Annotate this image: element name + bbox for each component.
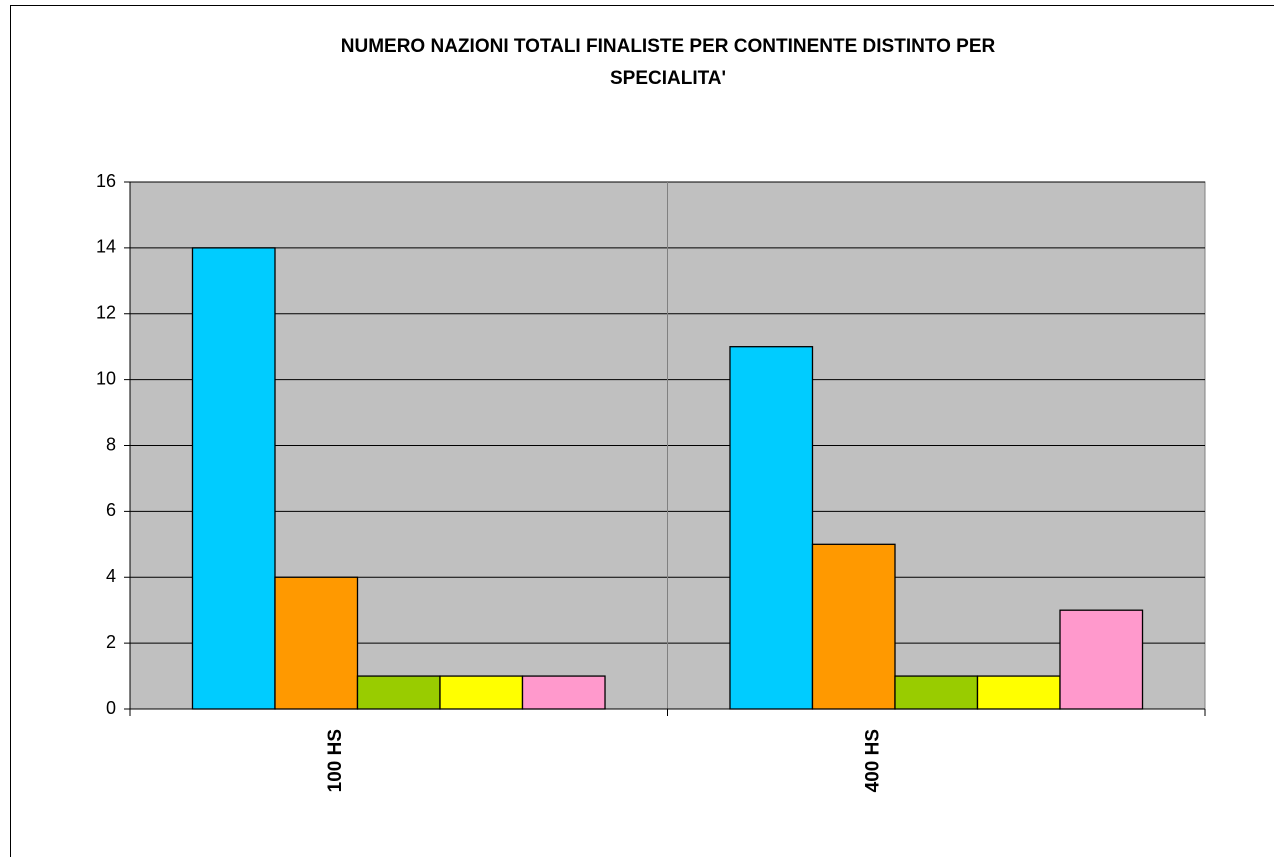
x-tick-label: 100 HS <box>325 729 346 792</box>
bar <box>274 576 359 710</box>
y-tick-label: 14 <box>96 237 116 257</box>
y-tick-label: 0 <box>106 698 116 718</box>
bar <box>894 675 979 710</box>
bar <box>356 675 441 710</box>
chart-title: NUMERO NAZIONI TOTALI FINALISTE PER CONT… <box>341 36 996 57</box>
x-tick-label: 400 HS <box>862 729 883 792</box>
bar <box>439 675 524 710</box>
bar <box>521 675 606 710</box>
y-tick-label: 4 <box>106 566 116 586</box>
y-tick-label: 2 <box>106 632 116 652</box>
y-tick-label: 10 <box>96 368 116 388</box>
y-tick-label: 6 <box>106 500 116 520</box>
bar <box>1059 609 1144 710</box>
bar <box>976 675 1061 710</box>
bar <box>191 247 276 710</box>
bar <box>729 346 814 710</box>
y-tick-label: 8 <box>106 434 116 454</box>
bar <box>811 543 896 710</box>
y-tick-label: 16 <box>96 171 116 191</box>
chart-title: SPECIALITA' <box>610 68 726 89</box>
y-tick-label: 12 <box>96 303 116 323</box>
